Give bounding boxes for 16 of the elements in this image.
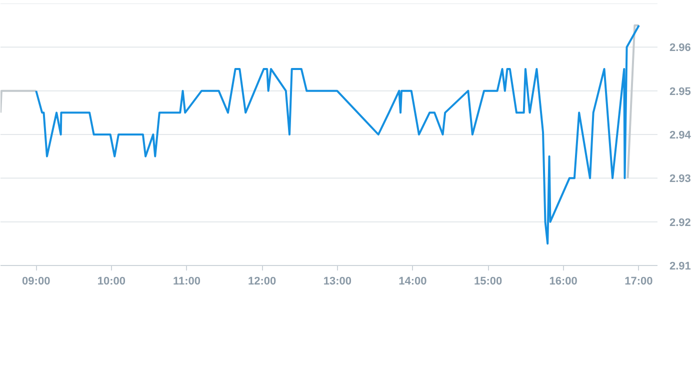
x-tick-label: 14:00 <box>398 276 427 288</box>
y-tick-label: 2.94 <box>670 130 692 142</box>
x-tick-label: 17:00 <box>624 276 653 288</box>
x-tick-label: 09:00 <box>22 276 50 288</box>
y-tick-label: 2.91 <box>670 260 691 272</box>
x-tick-label: 13:00 <box>323 276 352 288</box>
x-tick-label: 12:00 <box>248 276 276 288</box>
y-tick-label: 2.95 <box>670 86 691 98</box>
x-tick-label: 16:00 <box>549 276 578 288</box>
y-tick-label: 2.92 <box>670 216 691 229</box>
x-tick-label: 11:00 <box>173 276 201 288</box>
x-tick-label: 10:00 <box>97 276 126 288</box>
line-series <box>35 24 640 245</box>
y-tick-label: 2.96 <box>670 42 691 54</box>
y-tick-label: 2.93 <box>670 173 691 186</box>
x-tick-label: 15:00 <box>474 276 502 288</box>
